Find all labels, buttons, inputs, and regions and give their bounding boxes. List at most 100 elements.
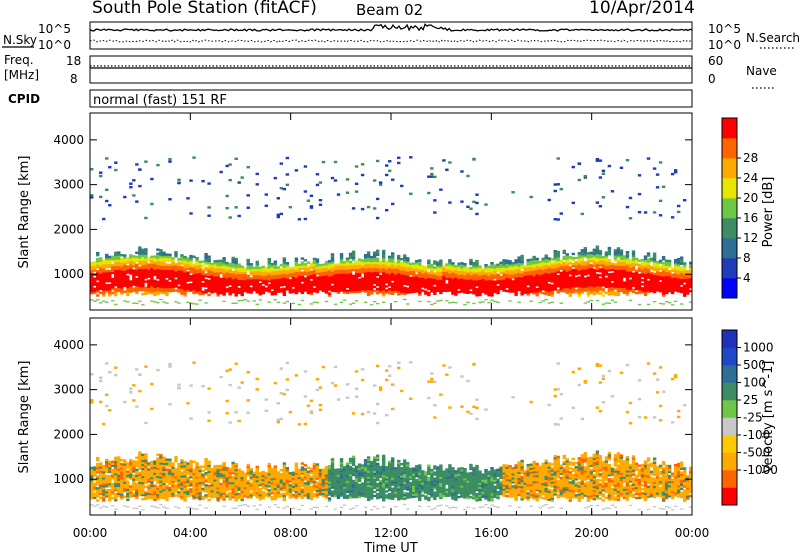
- power-cell: [496, 289, 500, 293]
- power-cell: [381, 283, 386, 287]
- power-cell: [586, 280, 591, 283]
- nave-tick-high: 60: [708, 54, 723, 68]
- power-cell: [502, 259, 506, 262]
- power-cell: [655, 277, 660, 280]
- power-cell: [162, 265, 166, 269]
- power-cell: [279, 276, 284, 279]
- velocity-cell: [189, 507, 193, 509]
- velocity-cell: [282, 472, 287, 475]
- power-cell: [270, 291, 275, 294]
- power-cell: [282, 257, 287, 260]
- power-cell: [475, 201, 479, 205]
- power-cell: [532, 261, 536, 265]
- velocity-cell: [255, 465, 259, 469]
- power-cell: [264, 289, 268, 292]
- velocity-cell: [138, 485, 142, 489]
- velocity-cell: [186, 490, 190, 493]
- power-cell: [174, 283, 178, 286]
- power-cell: [285, 286, 290, 289]
- freq-tick-high: 18: [66, 54, 81, 68]
- power-cell: [306, 277, 311, 281]
- velocity-cell: [183, 489, 187, 492]
- power-cell: [375, 269, 380, 273]
- power-cell: [433, 266, 437, 269]
- power-cell: [673, 275, 678, 278]
- power-cell: [291, 284, 296, 288]
- power-cell: [532, 259, 536, 263]
- power-cell: [120, 268, 124, 271]
- power-cell: [294, 279, 299, 283]
- velocity-cell: [240, 484, 244, 488]
- power-cell: [126, 293, 130, 296]
- power-cell: [568, 268, 572, 271]
- power-cell: [354, 290, 359, 294]
- power-cell: [532, 284, 536, 287]
- power-cell: [159, 263, 163, 266]
- velocity-cell: [183, 475, 187, 478]
- power-cell: [565, 289, 569, 292]
- power-cell: [688, 265, 693, 269]
- power-cell: [421, 285, 425, 288]
- power-cell: [454, 279, 458, 282]
- velocity-cell: [138, 481, 142, 484]
- velocity-cell: [243, 494, 247, 498]
- power-cell: [201, 278, 205, 282]
- power-cell: [469, 285, 473, 288]
- power-cell: [544, 292, 548, 296]
- power-cell: [655, 271, 660, 274]
- power-cell: [231, 280, 235, 284]
- power-cell: [300, 257, 305, 260]
- power-cell: [661, 270, 666, 273]
- power-cell: [472, 269, 476, 273]
- velocity-cell: [138, 483, 142, 486]
- power-cell: [445, 275, 449, 278]
- power-cell: [183, 288, 187, 291]
- power-cell: [628, 271, 633, 274]
- power-cell: [369, 288, 374, 291]
- velocity-cell: [105, 464, 109, 468]
- power-cell: [381, 251, 386, 255]
- power-cell: [147, 269, 151, 272]
- velocity-cell: [219, 484, 223, 488]
- velocity-cell: [276, 418, 281, 422]
- velocity-cell: [216, 482, 220, 486]
- velocity-cell: [102, 483, 106, 486]
- power-cell: [93, 277, 97, 280]
- power-cell: [201, 292, 205, 296]
- power-cell: [409, 272, 413, 276]
- velocity-cell: [111, 460, 115, 463]
- velocity-cell: [207, 464, 211, 467]
- power-cell: [216, 271, 220, 275]
- power-cell: [538, 278, 542, 282]
- power-cell: [652, 266, 657, 270]
- power-cell: [433, 290, 437, 293]
- power-cell: [616, 271, 621, 274]
- power-cell: [472, 263, 476, 267]
- velocity-cell: [99, 492, 103, 495]
- power-cell: [237, 275, 241, 278]
- velocity-cell: [117, 492, 121, 496]
- velocity-cell: [198, 481, 202, 485]
- power-cell: [228, 274, 232, 278]
- power-cell: [114, 277, 118, 281]
- power-cell: [622, 275, 627, 278]
- power-cell: [610, 288, 615, 292]
- velocity-cell: [138, 389, 142, 393]
- power-cell: [589, 289, 594, 293]
- velocity-cell: [129, 387, 133, 390]
- velocity-cell: [237, 468, 241, 471]
- power-cell: [562, 261, 566, 265]
- power-cell: [234, 271, 238, 275]
- velocity-cell: [126, 482, 130, 485]
- velocity-cell: [231, 493, 235, 497]
- power-cell: [105, 257, 109, 261]
- power-cell: [502, 261, 506, 264]
- power-cell: [171, 265, 175, 268]
- power-cell: [231, 272, 235, 276]
- power-cell: [141, 276, 145, 280]
- power-cell: [315, 272, 320, 275]
- power-cell: [342, 267, 347, 270]
- power-cell: [171, 285, 175, 288]
- velocity-cell: [270, 496, 275, 499]
- power-cell: [273, 288, 278, 292]
